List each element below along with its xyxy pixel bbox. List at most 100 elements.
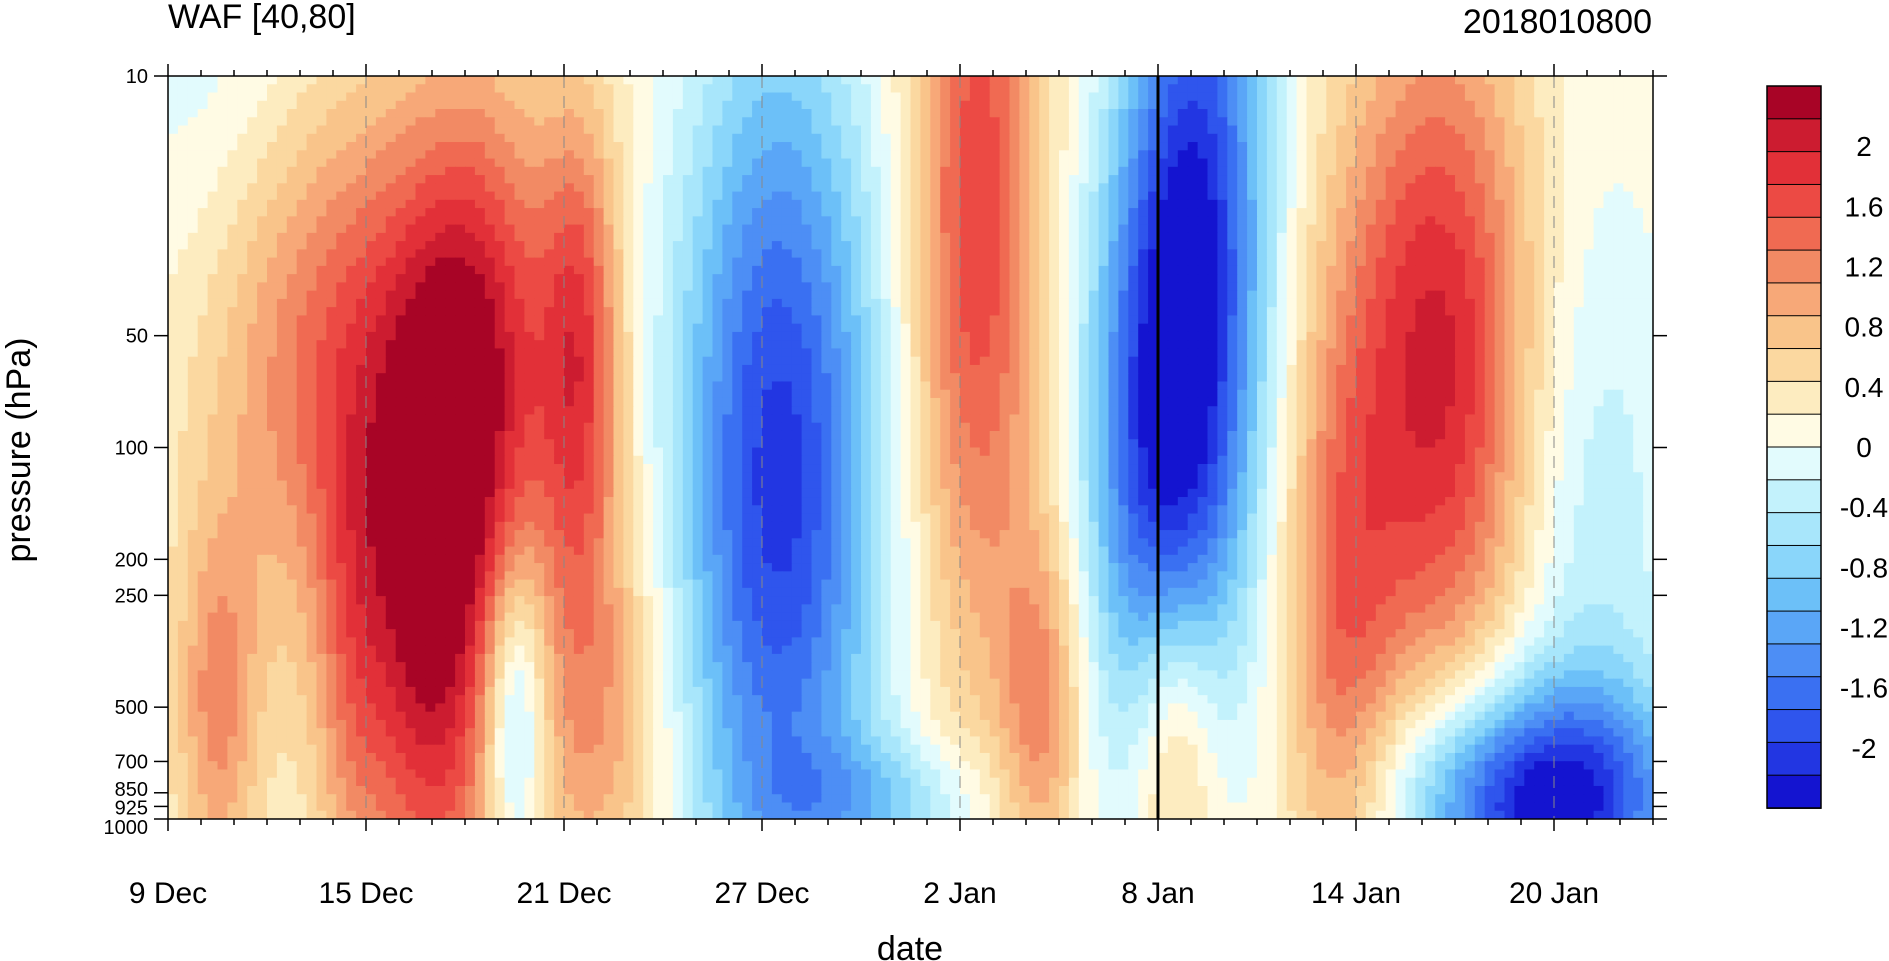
contour-cell: [712, 249, 723, 259]
contour-cell: [1237, 117, 1248, 127]
contour-cell: [425, 340, 436, 350]
contour-cell: [692, 191, 704, 201]
contour-cell: [1435, 191, 1446, 201]
contour-cell: [613, 298, 624, 308]
contour-cell: [247, 191, 258, 201]
contour-cell: [534, 142, 545, 151]
contour-cell: [415, 166, 426, 176]
contour-cell: [910, 216, 921, 226]
contour-cell: [1276, 282, 1288, 292]
contour-cell: [1009, 298, 1020, 308]
contour-cell: [306, 100, 318, 110]
contour-cell: [663, 100, 674, 110]
contour-cell: [484, 133, 496, 143]
contour-cell: [1643, 224, 1653, 234]
contour-cell: [1118, 92, 1129, 102]
contour-cell: [544, 331, 555, 341]
contour-cell: [1009, 175, 1020, 184]
contour-cell: [1573, 315, 1585, 325]
contour-cell: [722, 109, 733, 118]
contour-cell: [1524, 315, 1535, 325]
contour-cell: [1177, 84, 1189, 94]
contour-cell: [910, 175, 921, 184]
contour-cell: [1534, 199, 1545, 209]
contour-cell: [534, 282, 545, 292]
contour-cell: [197, 274, 209, 283]
contour-cell: [742, 307, 753, 317]
contour-cell: [593, 158, 605, 168]
contour-cell: [1494, 125, 1506, 135]
contour-cell: [969, 315, 981, 325]
contour-cell: [702, 282, 714, 292]
contour-cell: [1197, 331, 1209, 341]
contour-cell: [1207, 208, 1218, 217]
contour-cell: [1365, 166, 1377, 176]
contour-cell: [851, 133, 862, 143]
contour-cell: [455, 109, 466, 118]
contour-cell: [425, 348, 436, 358]
contour-cell: [1306, 125, 1317, 135]
contour-cell: [267, 315, 278, 325]
contour-cell: [663, 282, 674, 292]
contour-cell: [583, 241, 595, 250]
contour-cell: [573, 166, 585, 176]
contour-cell: [1385, 290, 1397, 300]
contour-cell: [870, 117, 882, 127]
contour-cell: [1019, 92, 1030, 102]
contour-cell: [1573, 125, 1585, 135]
contour-cell: [1108, 125, 1119, 135]
contour-cell: [544, 92, 555, 102]
contour-cell: [514, 216, 525, 226]
contour-cell: [1435, 282, 1446, 292]
contour-cell: [455, 142, 466, 151]
contour-cell: [712, 92, 723, 102]
contour-cell: [247, 282, 258, 292]
contour-cell: [1108, 232, 1119, 242]
contour-cell: [1445, 232, 1456, 242]
contour-cell: [900, 282, 912, 292]
contour-cell: [395, 241, 407, 250]
contour-cell: [1158, 125, 1169, 135]
contour-cell: [841, 340, 852, 350]
contour-cell: [1365, 150, 1377, 160]
contour-cell: [880, 340, 892, 350]
contour-cell: [1593, 307, 1605, 317]
contour-cell: [573, 307, 585, 317]
contour-cell: [979, 331, 991, 341]
contour-cell: [979, 150, 991, 160]
contour-cell: [405, 298, 417, 308]
contour-cell: [1247, 109, 1258, 118]
contour-cell: [702, 307, 714, 317]
contour-cell: [1563, 249, 1575, 259]
contour-cell: [1316, 92, 1327, 102]
contour-cell: [1237, 191, 1248, 201]
contour-cell: [1167, 290, 1179, 300]
contour-cell: [534, 290, 545, 300]
contour-cell: [1603, 216, 1614, 226]
contour-cell: [1257, 290, 1268, 300]
contour-cell: [1484, 76, 1496, 85]
contour-cell: [494, 265, 506, 275]
contour-cell: [870, 150, 882, 160]
contour-cell: [1167, 340, 1179, 350]
contour-cell: [1613, 175, 1624, 184]
contour-cell: [197, 142, 209, 151]
contour-cell: [682, 241, 694, 250]
contour-cell: [890, 199, 902, 209]
contour-cell: [752, 315, 763, 325]
contour-cell: [296, 100, 308, 110]
contour-cell: [890, 100, 902, 110]
contour-cell: [524, 199, 535, 209]
contour-cell: [1524, 117, 1535, 127]
contour-cell: [494, 348, 506, 358]
contour-cell: [1494, 249, 1506, 259]
contour-cell: [514, 249, 525, 259]
contour-cell: [682, 158, 694, 168]
contour-cell: [1276, 257, 1288, 267]
contour-cell: [1148, 224, 1159, 234]
contour-cell: [1049, 224, 1060, 234]
contour-cell: [1098, 208, 1110, 217]
contour-cell: [930, 290, 941, 300]
contour-cell: [1207, 290, 1218, 300]
contour-cell: [989, 274, 1001, 283]
